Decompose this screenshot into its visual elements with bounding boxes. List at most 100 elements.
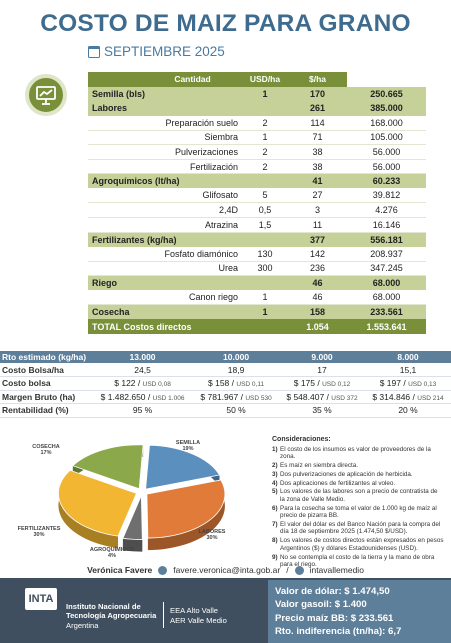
sensitivity-row-label: Margen Bruto (ha) [0,390,92,404]
pie-label-labores-name: LABORES [198,529,226,535]
cost-qty: 2 [242,159,288,175]
cost-item-indent [88,290,143,306]
cost-row: Cosecha 1 158 233.561 [88,304,426,320]
cost-item-label: Pulverizaciones [143,144,242,160]
sensitivity-cell-value: 35 % [312,405,332,416]
cost-usd: 142 [288,246,347,262]
cost-usd: 261 [288,101,347,116]
cost-ars: 556.181 [347,232,426,247]
consideration-text: Dos aplicaciones de fertilizantes al vol… [280,479,396,487]
pie-slice [145,444,221,490]
email-icon [158,565,168,575]
pie-label-cosecha-name: COSECHA [32,444,60,450]
corn-price: Precio maíz BB: $ 233.561 [275,612,394,624]
sensitivity-table: Rto estimado (kg/ha) 13.000 10.000 9.000… [0,351,451,418]
cost-row: Semilla (bls) 1 170 250.665 [88,86,426,102]
consideration-number: 8) [272,537,278,545]
pie-slice-side [122,538,143,552]
inta-logo: INTA [25,588,57,610]
cost-row: 2,4D 0,5 3 4.276 [88,202,426,218]
consideration-number: 9) [272,553,278,561]
contact-separator: / [286,565,289,575]
cost-ars: 233.561 [347,304,426,320]
cost-row: Canon riego 1 46 68.000 [88,290,426,306]
cost-qty [242,232,288,247]
cost-ars: 60.233 [347,173,426,189]
dollar-rate: Valor de dólar: $ 1.474,50 [275,586,390,597]
cost-qty: 1,5 [242,217,288,233]
sensitivity-row: Margen Bruto (ha) $ 1.482.650 / USD 1.006… [0,390,451,404]
social-handle[interactable]: intavallemedio [309,565,364,575]
sensitivity-cell: $ 781.967 / USD 530 [193,390,280,404]
cost-usd: 170 [288,86,347,102]
cost-row: Fosfato diamónico 130 142 208.937 [88,246,426,262]
author-email[interactable]: favere.veronica@inta.gob.ar [173,565,281,575]
pie-svg [58,444,226,552]
cost-row: Urea 300 236 347.245 [88,261,426,277]
institution-name: Instituto Nacional de Tecnología Agropec… [66,602,156,630]
sensitivity-cell-value: $ 122 / [114,378,141,389]
cost-item-indent [88,144,143,160]
cost-usd: 377 [288,232,347,247]
calendar-icon [88,45,100,58]
consideration-text: No se contempla el costo de la tierra y … [280,553,435,569]
cost-row: Siembra 1 71 105.000 [88,130,426,146]
pie-label-labores: LABORES 30% [192,529,232,542]
cost-ars: 4.276 [347,202,426,218]
sensitivity-row: Costo bolsa $ 122 / USD 0,08 $ 158 / USD 0… [0,376,451,391]
pie-label-cosecha: COSECHA 17% [26,444,66,457]
pie-slice [122,495,143,540]
sensitivity-cell-usd: USD 0,13 [408,381,437,389]
consideration-text: Los valores de costos directos están exp… [280,537,444,552]
cost-usd: 38 [288,144,347,160]
sensitivity-cell-usd: USD 1.006 [152,394,185,402]
cost-item-indent [88,188,143,204]
sensitivity-cell: $ 314.846 / USD 214 [365,390,451,404]
cost-row: Atrazina 1,5 11 16.146 [88,217,426,233]
station-names: EEA Alto Valle AER Valle Medio [170,606,227,626]
cost-ars: 385.000 [347,101,426,116]
sensitivity-cell: 18,9 [193,363,280,377]
cost-item-indent [88,130,143,146]
pie-label-semilla-pct: 19% [182,446,194,453]
sensitivity-cell-usd: USD 214 [417,394,444,402]
contact-bar: Verónica Favere favere.veronica@inta.gob… [0,564,451,576]
cost-category-label: Fertilizantes (kg/ha) [88,232,242,247]
page-title: COSTO DE MAIZ PARA GRANO [40,10,411,37]
pie-label-agroquimicos-pct: 4% [108,553,116,560]
sensitivity-cell-value: $ 158 / [208,378,234,389]
cost-ars: 1.553.641 [347,319,426,334]
cost-category-label: Agroquímicos (lt/ha) [88,173,242,189]
institution-line-1: Instituto Nacional de [66,602,141,611]
cost-item-indent [88,159,143,175]
pie-label-labores-pct: 30% [206,535,218,542]
sensitivity-cell: 35 % [279,403,365,418]
report-date-text: SEPTIEMBRE 2025 [104,44,225,59]
considerations-panel: Consideraciones: 1) El costo de los insum… [272,436,444,570]
sensitivity-cell-value: 50 % [226,405,246,416]
sensitivity-cell: $ 197 / USD 0,13 [365,376,451,391]
cost-row: Agroquímicos (lt/ha) 41 60.233 [88,173,426,189]
sensitivity-cell: $ 175 / USD 0,12 [279,376,365,391]
consideration-number: 5) [272,488,278,496]
sensitivity-cell: 17 [279,363,365,377]
consideration-item: 4) Dos aplicaciones de fertilizantes al v… [272,480,444,488]
yield-col-13000: 13.000 [92,351,194,363]
cost-ars: 56.000 [347,159,426,175]
cost-item-label: Glifosato [143,188,242,204]
cost-item-label: Preparación suelo [143,115,242,131]
consideration-text: Los valores de las labores son a precio … [280,488,438,503]
pie-label-agroquimicos: AGROQUÍMICOS 4% [82,547,142,560]
yield-header-label: Rto estimado (kg/ha) [0,351,92,363]
consideration-number: 1) [272,445,278,453]
station-line-1: EEA Alto Valle [170,606,218,615]
cost-item-indent [88,202,143,218]
cost-category-label: Riego [88,275,242,291]
consideration-item: 1) El costo de los insumos es valor de pr… [272,446,444,461]
cost-qty: 1 [242,290,288,306]
cost-row: Pulverizaciones 2 38 56.000 [88,144,426,160]
sensitivity-cell-value: $ 781.967 / [200,391,243,402]
sensitivity-cell: $ 1.482.650 / USD 1.006 [92,390,194,404]
sensitivity-cell: 95 % [92,403,194,418]
pie-slice [72,444,144,490]
